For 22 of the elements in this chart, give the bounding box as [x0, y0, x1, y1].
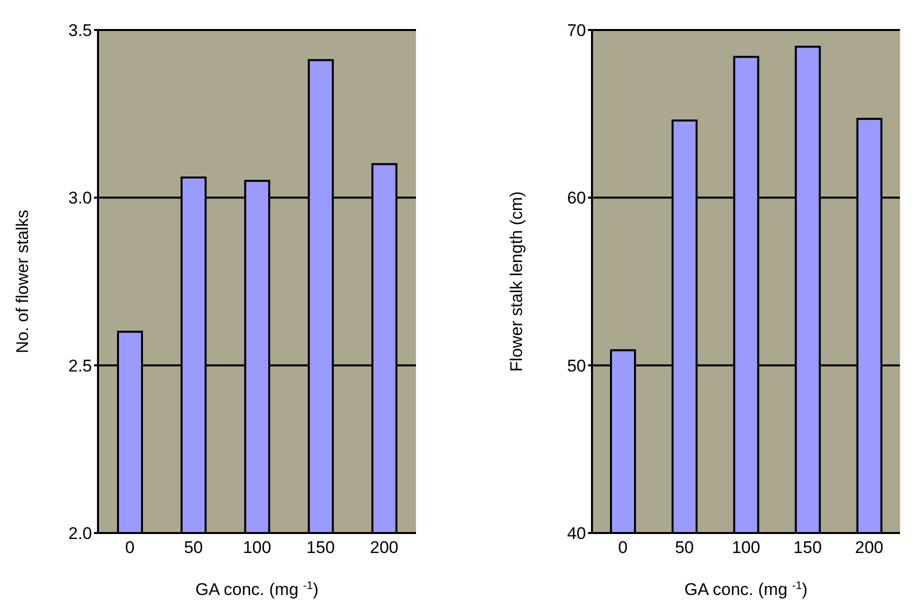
- x-tick-label: 100: [242, 538, 272, 558]
- y-tick-label: 70: [567, 21, 586, 40]
- x-axis-title: GA conc. (mg $^{-1}$): [195, 580, 319, 599]
- y-axis-title: Flower stalk length (cm): [507, 191, 526, 372]
- y-tick-label: 60: [567, 188, 586, 208]
- x-tick-label: 200: [370, 538, 398, 558]
- x-axis-title: GA conc. (mg $^{-1}$): [684, 580, 808, 599]
- y-tick-label: 40: [567, 524, 586, 544]
- x-tick-label: 200: [855, 538, 884, 558]
- x-tick-label: 150: [793, 538, 822, 558]
- y-tick-label: 2.0: [68, 524, 92, 544]
- x-tick-label: 50: [674, 538, 694, 558]
- x-tick-label: 50: [184, 538, 203, 558]
- y-axis-title: No. of flower stalks: [13, 210, 32, 354]
- y-tick-label: 50: [567, 356, 586, 376]
- x-tick-label: 0: [618, 538, 628, 558]
- x-tick-label: 0: [125, 538, 135, 558]
- x-tick-label: 100: [732, 538, 760, 558]
- y-tick-label: 2.5: [68, 356, 92, 376]
- y-tick-label: 3.0: [68, 188, 92, 208]
- y-tick-label: 3.5: [68, 21, 92, 40]
- x-tick-label: 150: [306, 538, 335, 558]
